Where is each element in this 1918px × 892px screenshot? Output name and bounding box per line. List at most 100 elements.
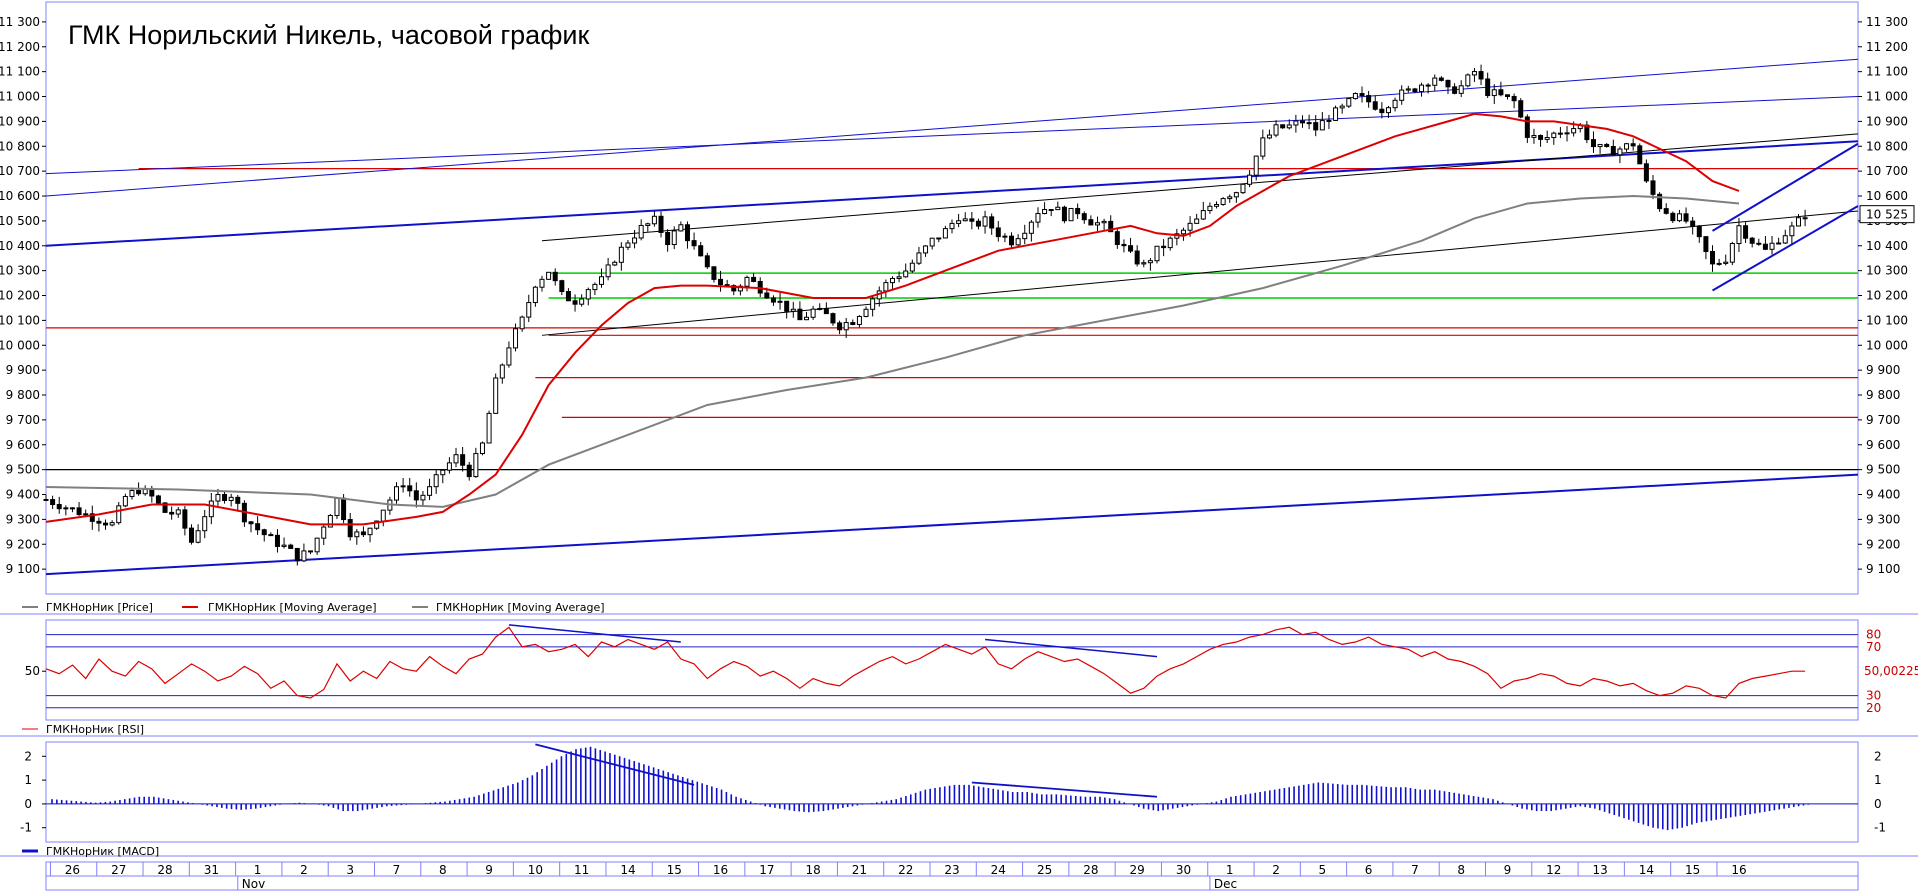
date-label: 2 [1272, 863, 1280, 877]
date-label: 11 [574, 863, 589, 877]
rsi-last-value: 50,00225 [1864, 664, 1918, 678]
legend-item: ГМКНорНик [MACD] [46, 845, 159, 858]
date-label: 15 [1685, 863, 1700, 877]
candle-body [1696, 225, 1702, 238]
candle-body [1419, 84, 1425, 93]
candle-body [592, 283, 598, 291]
month-label: Dec [1214, 877, 1237, 891]
date-label: 9 [485, 863, 493, 877]
candle-body [1227, 196, 1233, 200]
candle-body [466, 464, 472, 478]
candle-body [255, 523, 261, 531]
y-tick-label-right: 9 900 [1866, 363, 1900, 377]
candle-body [321, 526, 327, 539]
candle-body [1590, 139, 1596, 148]
y-tick-label-left: 9 600 [6, 438, 40, 452]
y-tick-label-right: 11 000 [1866, 90, 1908, 104]
candle-body [665, 231, 671, 246]
date-label: 8 [1457, 863, 1465, 877]
macd-panel [45, 741, 1859, 843]
candle-body [1564, 132, 1570, 135]
candle-body [691, 240, 697, 247]
last-value-box [1859, 205, 1915, 224]
candle-body [235, 496, 241, 504]
date-label: 17 [759, 863, 774, 877]
candle-body [1445, 79, 1451, 88]
date-label: 3 [346, 863, 354, 877]
candle-body [962, 218, 968, 222]
candle-body [995, 227, 1001, 238]
candle-body [817, 307, 823, 310]
y-tick-label-right: 10 600 [1866, 189, 1908, 203]
price-legend: ГМКНорНик [Price] ГМКНорНик [Moving Aver… [22, 601, 605, 614]
candle-body [856, 315, 862, 325]
candle-body [380, 509, 386, 522]
candle-body [1385, 107, 1391, 114]
candle-body [208, 500, 214, 518]
candle-body [1471, 71, 1477, 76]
date-label: 13 [1592, 863, 1607, 877]
macd-tick-label-right: -1 [1874, 821, 1886, 835]
trend-line [45, 96, 1859, 175]
date-label: 1 [254, 863, 262, 877]
legend-item: ГМКНорНик [Price] [46, 601, 153, 614]
candle-body [1452, 86, 1458, 94]
candle-body [413, 490, 419, 501]
candle-body [1637, 145, 1643, 165]
last-value-label: 10 525 [1866, 208, 1908, 222]
candle-body [261, 529, 267, 536]
candle-body [843, 322, 849, 331]
candle-body [407, 485, 413, 492]
candle-body [1458, 85, 1464, 94]
candle-body [1557, 132, 1563, 135]
candle-body [572, 300, 578, 305]
y-tick-label-left: 11 100 [0, 65, 40, 79]
candle-body [1220, 198, 1226, 205]
candle-body [427, 486, 433, 496]
candle-body [764, 292, 770, 299]
candle-body [360, 531, 366, 536]
candle-body [420, 494, 426, 501]
rsi-line [45, 626, 1806, 699]
candle-body [1392, 99, 1398, 109]
y-tick-label-right: 10 900 [1866, 114, 1908, 128]
macd-tick-label-left: 2 [24, 749, 32, 763]
candle-body [63, 507, 69, 510]
candle-body [1187, 222, 1193, 231]
candle-body [109, 522, 115, 526]
candle-body [1438, 77, 1444, 81]
date-label: 31 [204, 863, 219, 877]
candle-body [142, 488, 148, 495]
candle-body [1147, 260, 1153, 264]
candle-body [1319, 120, 1325, 131]
candle-body [367, 527, 373, 536]
y-tick-label-right: 10 800 [1866, 139, 1908, 153]
candle-body [175, 509, 181, 515]
candle-body [1657, 193, 1663, 210]
candle-body [1061, 206, 1067, 222]
candle-body [1280, 124, 1286, 129]
candle-body [1643, 163, 1649, 182]
candle-body [1333, 107, 1339, 121]
date-label: 22 [898, 863, 913, 877]
macd-layer: 2 2 1 1 0 0 -1 -1 [20, 743, 1886, 835]
candle-body [1399, 89, 1405, 101]
candle-body [314, 537, 320, 553]
candle-body [288, 544, 294, 549]
candle-body [552, 271, 558, 282]
candle-body [1465, 74, 1471, 87]
date-label: 6 [1365, 863, 1373, 877]
candle-body [1531, 134, 1537, 138]
candle-body [400, 485, 406, 488]
date-label: 24 [991, 863, 1006, 877]
candle-body [585, 289, 591, 300]
candle-body [929, 237, 935, 247]
candle-body [1114, 231, 1120, 245]
date-label: 7 [1411, 863, 1419, 877]
y-tick-label-right: 10 400 [1866, 239, 1908, 253]
y-tick-label-right: 10 200 [1866, 289, 1908, 303]
date-label: 14 [620, 863, 635, 877]
candle-body [1154, 245, 1160, 262]
candle-body [718, 278, 724, 286]
